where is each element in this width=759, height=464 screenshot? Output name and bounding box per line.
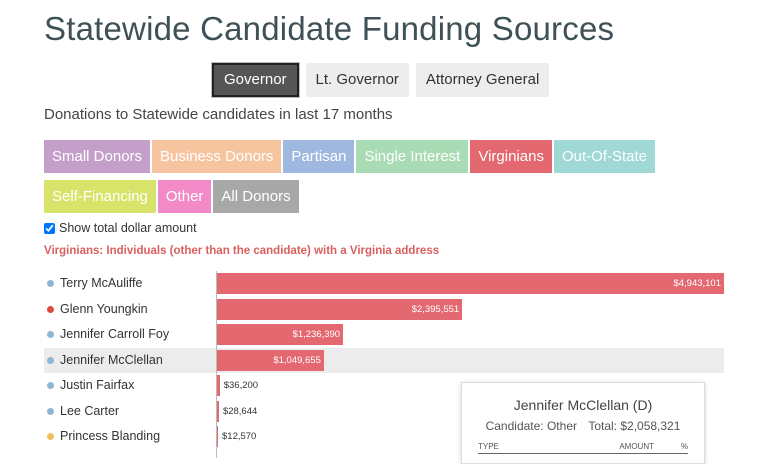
candidate-name: Terry McAuliffe [60, 276, 143, 290]
tooltip-candidate: Candidate: Other [485, 419, 577, 433]
bar-value-label: $4,943,101 [673, 278, 721, 289]
funding-bar[interactable] [216, 375, 220, 396]
chart-row[interactable]: Princess Blanding $12,570 [44, 424, 724, 450]
category-description: Virginians: Individuals (other than the … [44, 245, 440, 257]
tooltip-total: Total: $2,058,321 [588, 419, 681, 433]
category-button-other[interactable]: Other [157, 180, 212, 213]
category-button-virginians[interactable]: Virginians [470, 140, 552, 173]
chart-row[interactable]: Jennifer Carroll Foy $1,236,390 [44, 322, 724, 348]
funding-bar[interactable] [216, 426, 218, 447]
funding-bar[interactable] [216, 400, 219, 422]
office-tabs: Governor Lt. Governor Attorney General [211, 62, 550, 98]
chart-row[interactable]: Jennifer McClellan $1,049,655 [44, 347, 724, 373]
tooltip-col-type: TYPE [478, 442, 499, 451]
tooltip-table-header: TYPE AMOUNT % [478, 442, 688, 454]
candidate-name: Lee Carter [60, 403, 120, 418]
category-button-single-interest[interactable]: Single Interest [356, 140, 469, 173]
show-total-checkbox[interactable] [44, 222, 55, 234]
tooltip-col-amount: AMOUNT [619, 442, 654, 451]
bar-value-label: $36,200 [223, 380, 259, 391]
party-dot-icon [47, 407, 54, 415]
funding-bar[interactable] [216, 349, 324, 371]
page-subtitle: Donations to Statewide candidates in las… [44, 106, 393, 123]
chart-row[interactable]: Lee Carter $28,644 [44, 399, 724, 425]
candidate-name: Glenn Youngkin [60, 301, 148, 316]
bar-value-label: $1,236,390 [292, 329, 341, 340]
funding-bar-chart: Terry McAuliffe $4,943,101 Glenn Youngkin $… [44, 271, 724, 450]
chart-axis-line [216, 271, 217, 458]
candidate-name: Princess Blanding [60, 429, 161, 443]
category-button-partisan[interactable]: Partisan [283, 140, 355, 173]
bar-value-label: $28,644 [222, 405, 258, 417]
party-dot-icon [47, 382, 54, 389]
party-dot-icon [47, 280, 54, 287]
candidate-name: Jennifer Carroll Foy [60, 327, 170, 341]
tooltip-summary: Candidate: Other Total: $2,058,321 [462, 419, 704, 433]
candidate-name: Justin Fairfax [60, 378, 135, 392]
page-title: Statewide Candidate Funding Sources [44, 10, 615, 47]
party-dot-icon [47, 331, 54, 338]
bar-value-label: $12,570 [222, 431, 257, 442]
category-filters-row-1: Small Donors Business Donors Partisan Singl… [44, 140, 657, 175]
category-button-small-donors[interactable]: Small Donors [44, 140, 151, 173]
funding-bar[interactable] [216, 324, 344, 345]
party-dot-icon [47, 356, 54, 364]
party-dot-icon [47, 305, 54, 313]
category-button-self-financing[interactable]: Self-Financing [44, 180, 156, 213]
tooltip-title: Jennifer McClellan (D) [513, 397, 653, 413]
chart-row[interactable]: Glenn Youngkin $2,395,551 [44, 297, 724, 323]
candidate-tooltip: Jennifer McClellan (D) Candidate: Other … [461, 382, 705, 464]
category-filters-row-2: Self-Financing Other All Donors [44, 180, 301, 215]
funding-bar[interactable] [216, 298, 463, 320]
bar-value-label: $2,395,551 [411, 303, 460, 315]
chart-row[interactable]: Terry McAuliffe $4,943,101 [44, 271, 724, 297]
category-button-all-donors[interactable]: All Donors [213, 180, 299, 213]
category-button-out-of-state[interactable]: Out-Of-State [553, 140, 655, 173]
chart-row[interactable]: Justin Fairfax $36,200 [44, 373, 724, 399]
office-tab-attorney-general[interactable]: Attorney General [415, 63, 550, 97]
candidate-name: Jennifer McClellan [60, 352, 163, 367]
office-tab-lt-governor[interactable]: Lt. Governor [305, 63, 409, 97]
category-button-business-donors[interactable]: Business Donors [152, 140, 282, 173]
tooltip-col-pct: % [680, 442, 688, 451]
party-dot-icon [47, 433, 54, 440]
show-total-toggle[interactable]: Show total dollar amount [44, 221, 197, 235]
office-tab-governor[interactable]: Governor [211, 62, 300, 98]
show-total-label: Show total dollar amount [59, 221, 197, 235]
funding-bar[interactable] [216, 273, 724, 294]
bar-value-label: $1,049,655 [273, 354, 321, 366]
